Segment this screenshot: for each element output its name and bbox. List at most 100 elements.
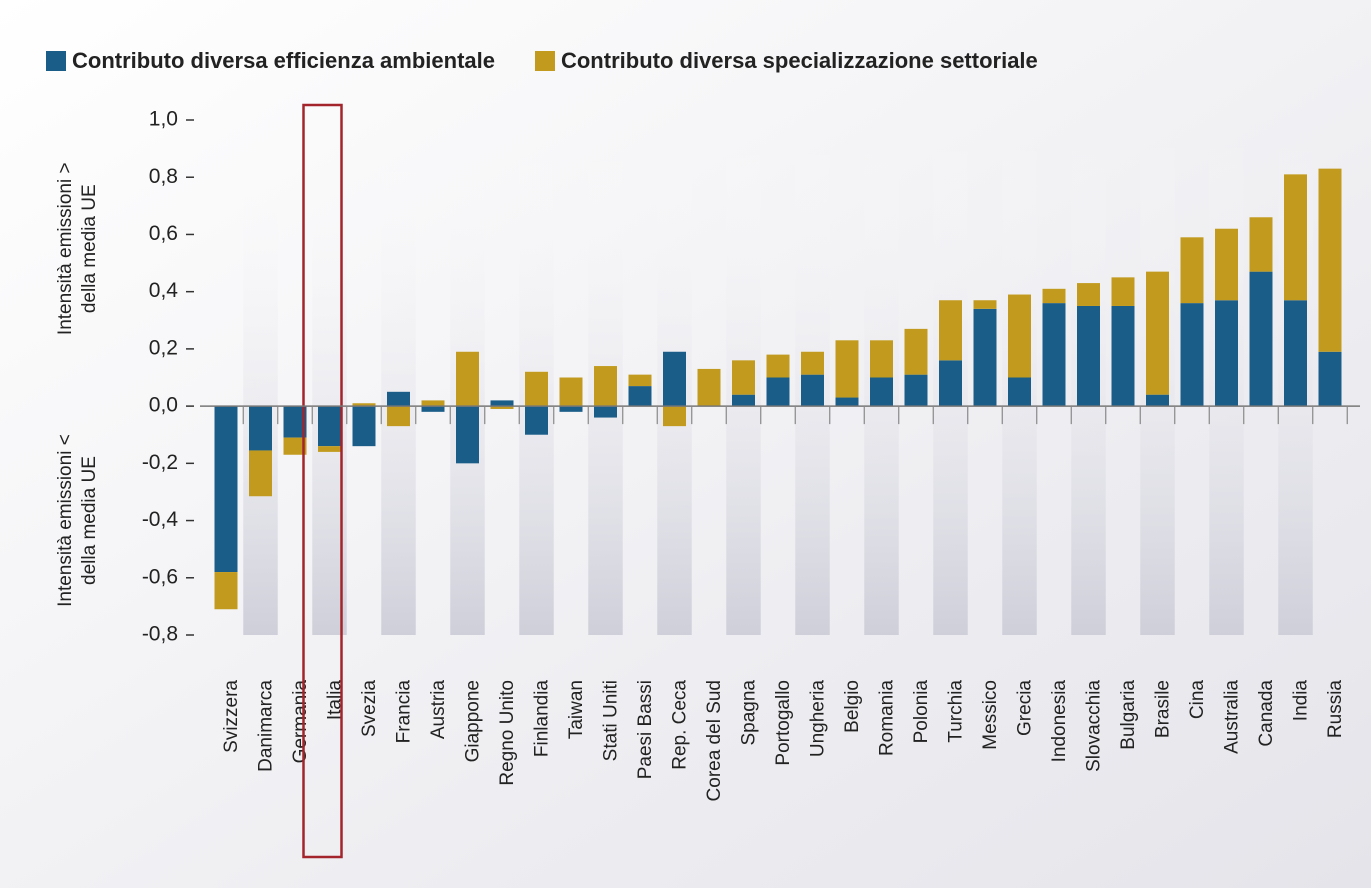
bar-segment: [456, 351, 479, 407]
x-tick-label: Austria: [428, 680, 449, 740]
y-tick-label: 0,0: [149, 394, 178, 417]
bar-segment: [870, 377, 893, 407]
y-tick-label: 0,2: [149, 336, 178, 359]
x-tick-label: Svizzera: [221, 680, 242, 753]
x-tick-label: Germania: [290, 680, 311, 764]
x-tick-label: Portogallo: [773, 680, 794, 766]
bar-segment: [766, 354, 790, 378]
bar-segment: [249, 406, 272, 451]
bar-segment: [1146, 271, 1169, 395]
bar-segment: [766, 377, 790, 407]
bar-segment: [904, 328, 928, 375]
bar-segment: [1146, 394, 1169, 407]
bar-segment: [421, 400, 445, 407]
column-band: [243, 130, 278, 635]
bar-segment: [904, 374, 928, 407]
bar-segment: [628, 374, 652, 387]
bar-segment: [628, 386, 652, 407]
bar-segment: [525, 371, 548, 407]
x-tick-label: Messico: [980, 680, 1001, 750]
bar-segment: [490, 400, 514, 407]
x-tick-label: Paesi Bassi: [635, 680, 656, 779]
bar-segment: [973, 300, 997, 309]
bar-segment: [801, 351, 824, 375]
bar-segment: [283, 406, 307, 438]
bar-segment: [1111, 277, 1135, 306]
bar-segment: [697, 368, 721, 407]
x-tick-label: Spagna: [739, 680, 760, 746]
bar-segment: [732, 360, 755, 395]
x-tick-label: Slovacchia: [1084, 680, 1105, 772]
x-tick-label: Taiwan: [566, 680, 587, 739]
y-tick-label: -0,4: [142, 508, 179, 531]
x-tick-label: Corea del Sud: [704, 680, 725, 801]
bar-segment: [525, 406, 548, 435]
bar-segment: [387, 391, 410, 407]
bar-segment: [1318, 168, 1342, 352]
x-tick-label: Turchia: [946, 680, 967, 743]
x-tick-label: Indonesia: [1049, 680, 1070, 763]
column-band: [381, 130, 416, 635]
x-tick-label: Bulgaria: [1118, 680, 1139, 750]
x-tick-label: Grecia: [1015, 680, 1036, 736]
bar-segment: [1077, 283, 1100, 306]
bar-segment: [1180, 237, 1204, 304]
bar-segment: [1008, 294, 1031, 378]
y-axis-label: della media UE: [79, 456, 100, 585]
bar-segment: [1249, 217, 1273, 272]
x-tick-label: Danimarca: [256, 680, 277, 772]
bar-segment: [1008, 377, 1031, 407]
legend-label: Contributo diversa specializzazione sett…: [561, 48, 1038, 73]
bar-segment: [939, 360, 962, 407]
x-tick-label: Canada: [1256, 680, 1277, 747]
bar-segment: [1042, 303, 1066, 407]
x-tick-label: Regno Unito: [497, 680, 518, 786]
bar-segment: [249, 450, 272, 497]
y-tick-label: 0,8: [149, 165, 178, 188]
y-axis-label: Intensità emissioni <: [55, 434, 76, 607]
legend-swatch: [46, 51, 66, 71]
x-tick-label: Russia: [1325, 680, 1346, 739]
x-tick-label: Polonia: [911, 680, 932, 744]
bar-segment: [421, 406, 445, 412]
bar-segment: [318, 446, 341, 452]
bar-segment: [352, 403, 376, 407]
bar-segment: [870, 340, 893, 378]
bar-segment: [559, 377, 583, 407]
y-tick-label: 0,4: [149, 279, 179, 302]
bar-segment: [387, 406, 410, 427]
bar-segment: [559, 406, 583, 412]
bar-segment: [939, 300, 962, 361]
bar-segment: [214, 406, 238, 573]
y-axis-label: della media UE: [79, 184, 100, 313]
x-tick-label: Brasile: [1153, 680, 1174, 738]
x-tick-label: Belgio: [842, 680, 863, 733]
x-tick-label: Rep. Ceca: [670, 680, 691, 770]
x-tick-label: Finlandia: [532, 680, 553, 758]
y-tick-label: -0,2: [142, 451, 178, 474]
x-tick-label: Australia: [1222, 680, 1243, 754]
bar-segment: [1215, 228, 1238, 301]
bar-segment: [835, 340, 859, 398]
bar-segment: [835, 397, 859, 407]
x-tick-label: Romania: [877, 680, 898, 756]
bar-segment: [1042, 288, 1066, 304]
bar-segment: [1249, 271, 1273, 407]
bar-segment: [801, 374, 824, 407]
bar-segment: [594, 406, 617, 418]
bar-segment: [594, 366, 617, 407]
bar-segment: [1077, 305, 1100, 407]
bar-segment: [283, 437, 307, 455]
bar-segment: [456, 406, 479, 464]
bar-segment: [973, 308, 997, 407]
bar-segment: [490, 406, 514, 409]
bar-segment: [214, 572, 238, 610]
y-tick-label: -0,8: [142, 623, 178, 646]
legend-label: Contributo diversa efficienza ambientale: [72, 48, 495, 73]
bar-segment: [1111, 305, 1135, 407]
bar-segment: [663, 351, 686, 407]
bar-segment: [732, 394, 755, 407]
y-tick-label: 1,0: [149, 108, 178, 131]
bar-segment: [352, 406, 376, 447]
